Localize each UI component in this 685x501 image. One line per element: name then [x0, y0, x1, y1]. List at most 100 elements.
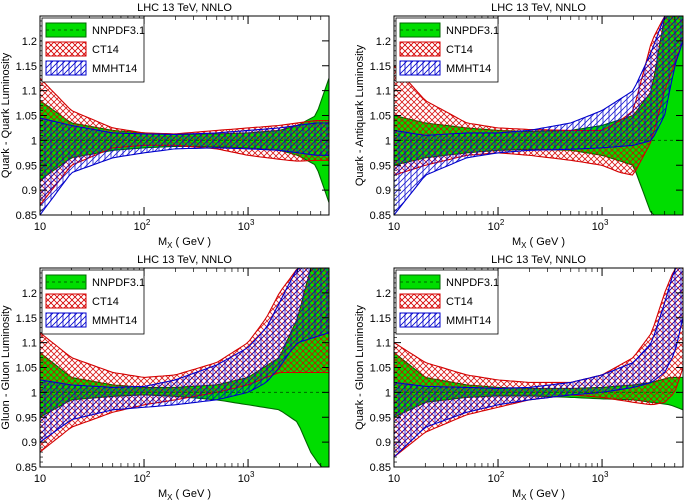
- band-mmht14-lower-edge: [394, 40, 683, 215]
- legend-swatch-ct14: [399, 293, 441, 309]
- x-tick-label: 103: [238, 470, 255, 485]
- panel-1: 0.85 0.9 0.95 1 1.05 1.1 1.15 1.2 10 102 103 LHC 13…: [0, 2, 330, 250]
- chart-title: LHC 13 TeV, NNLO: [491, 2, 586, 14]
- y-tick-label: 1.1: [22, 338, 37, 350]
- chart-title: LHC 13 TeV, NNLO: [137, 254, 232, 266]
- y-tick-label: 1.15: [370, 61, 391, 73]
- legend-swatch-mmht14: [45, 60, 87, 76]
- legend-swatch-ct14: [399, 41, 441, 57]
- y-tick-label: 1.15: [16, 313, 37, 325]
- chart-title: LHC 13 TeV, NNLO: [491, 254, 586, 266]
- band-mmht14-upper-edge: [394, 268, 683, 389]
- band-ct14-upper-edge: [40, 77, 329, 135]
- plot-area: [394, 268, 683, 458]
- band-mmht14-upper-edge: [40, 268, 329, 388]
- legend-label-ct14: CT14: [446, 296, 473, 308]
- y-tick-label: 1.1: [22, 86, 37, 98]
- y-tick-label: 1: [385, 135, 391, 147]
- band-mmht14: [40, 118, 329, 215]
- x-tick-label: 10: [388, 221, 400, 233]
- y-tick-label: 1.05: [370, 111, 391, 123]
- band-ct14-upper-edge: [394, 268, 683, 383]
- legend-label-ct14: CT14: [92, 296, 119, 308]
- y-tick-label: 1: [31, 135, 37, 147]
- y-tick-label: 0.9: [22, 185, 37, 197]
- legend-label-nnpdf31: NNPDF3.1: [92, 277, 145, 289]
- band-mmht14-lower-edge: [40, 332, 329, 443]
- y-tick-label: 1.2: [376, 36, 391, 48]
- x-tick-label: 10: [34, 473, 46, 485]
- legend-swatch-mmht14: [399, 60, 441, 76]
- y-tick-label: 0.9: [376, 185, 391, 197]
- legend-label-mmht14: MMHT14: [92, 315, 137, 327]
- y-tick-label: 1: [385, 387, 391, 399]
- panel-4: 0.85 0.9 0.95 1 1.05 1.1 1.15 1.2 10 102 103 LHC 13…: [354, 254, 684, 501]
- x-tick-label: 10: [388, 473, 400, 485]
- x-axis-label: MX ( GeV ): [158, 236, 211, 250]
- x-tick-label: 103: [592, 470, 609, 485]
- y-tick-label: 1.05: [16, 111, 37, 123]
- y-tick-label: 1.15: [370, 313, 391, 325]
- y-axis-label: Quark - Quark Luminosity: [0, 52, 12, 178]
- band-mmht14: [394, 16, 683, 215]
- legend-label-mmht14: MMHT14: [446, 63, 491, 75]
- legend: NNPDF3.1 CT14 MMHT14: [41, 269, 145, 335]
- y-tick-label: 1.2: [22, 36, 37, 48]
- y-tick-label: 1.15: [16, 61, 37, 73]
- legend-swatch-ct14: [45, 293, 87, 309]
- legend-label-mmht14: MMHT14: [446, 315, 491, 327]
- y-tick-label: 0.95: [16, 160, 37, 172]
- panel-3: 0.85 0.9 0.95 1 1.05 1.1 1.15 1.2 10 102 103 LHC 13…: [0, 254, 330, 501]
- y-tick-label: 1.1: [376, 86, 391, 98]
- plot-area: [394, 16, 683, 215]
- y-tick-label: 0.85: [16, 462, 37, 474]
- x-tick-label: 102: [134, 470, 151, 485]
- y-axis-label: Quark - Gluon Luminosity: [354, 305, 366, 430]
- x-tick-label: 102: [134, 218, 151, 233]
- legend-label-nnpdf31: NNPDF3.1: [446, 277, 499, 289]
- y-tick-label: 0.85: [370, 210, 391, 222]
- y-tick-label: 0.95: [370, 412, 391, 424]
- plot-area: [40, 268, 329, 467]
- x-tick-label: 102: [488, 470, 505, 485]
- y-tick-label: 1.05: [370, 363, 391, 375]
- legend-label-nnpdf31: NNPDF3.1: [92, 25, 145, 37]
- legend-swatch-mmht14: [45, 312, 87, 328]
- chart-title: LHC 13 TeV, NNLO: [137, 2, 232, 14]
- band-mmht14: [394, 268, 683, 457]
- y-tick-label: 0.85: [16, 210, 37, 222]
- y-tick-label: 1: [31, 387, 37, 399]
- legend: NNPDF3.1 CT14 MMHT14: [395, 269, 499, 335]
- plot-area: [40, 77, 329, 215]
- x-tick-label: 103: [592, 218, 609, 233]
- band-mmht14: [40, 268, 329, 443]
- x-axis-label: MX ( GeV ): [512, 236, 565, 250]
- y-tick-label: 0.9: [376, 437, 391, 449]
- x-tick-label: 102: [488, 218, 505, 233]
- y-tick-label: 0.95: [16, 412, 37, 424]
- band-mmht14-upper-edge: [394, 16, 683, 136]
- panel-2: 0.85 0.9 0.95 1 1.05 1.1 1.15 1.2 10 102 103 LHC 13…: [354, 2, 684, 250]
- y-axis-label: Quark - Antiquark Luminosity: [354, 44, 366, 186]
- band-ct14-upper-edge: [40, 268, 329, 378]
- y-tick-label: 0.95: [370, 160, 391, 172]
- x-tick-label: 103: [238, 218, 255, 233]
- x-tick-label: 10: [34, 221, 46, 233]
- legend-label-ct14: CT14: [92, 44, 119, 56]
- y-tick-label: 0.85: [370, 462, 391, 474]
- x-axis-label: MX ( GeV ): [158, 488, 211, 501]
- band-mmht14-lower-edge: [394, 317, 683, 458]
- legend-swatch-mmht14: [399, 312, 441, 328]
- band-mmht14-upper-edge: [40, 117, 329, 135]
- legend-label-mmht14: MMHT14: [92, 63, 137, 75]
- legend-swatch-ct14: [45, 41, 87, 57]
- y-axis-label: Gluon - Gluon Luminosity: [0, 305, 12, 430]
- x-axis-label: MX ( GeV ): [512, 488, 565, 501]
- band-mmht14-lower-edge: [40, 147, 329, 215]
- y-tick-label: 0.9: [22, 437, 37, 449]
- legend: NNPDF3.1 CT14 MMHT14: [395, 17, 499, 83]
- legend-label-nnpdf31: NNPDF3.1: [446, 25, 499, 37]
- y-tick-label: 1.05: [16, 363, 37, 375]
- y-tick-label: 1.2: [22, 288, 37, 300]
